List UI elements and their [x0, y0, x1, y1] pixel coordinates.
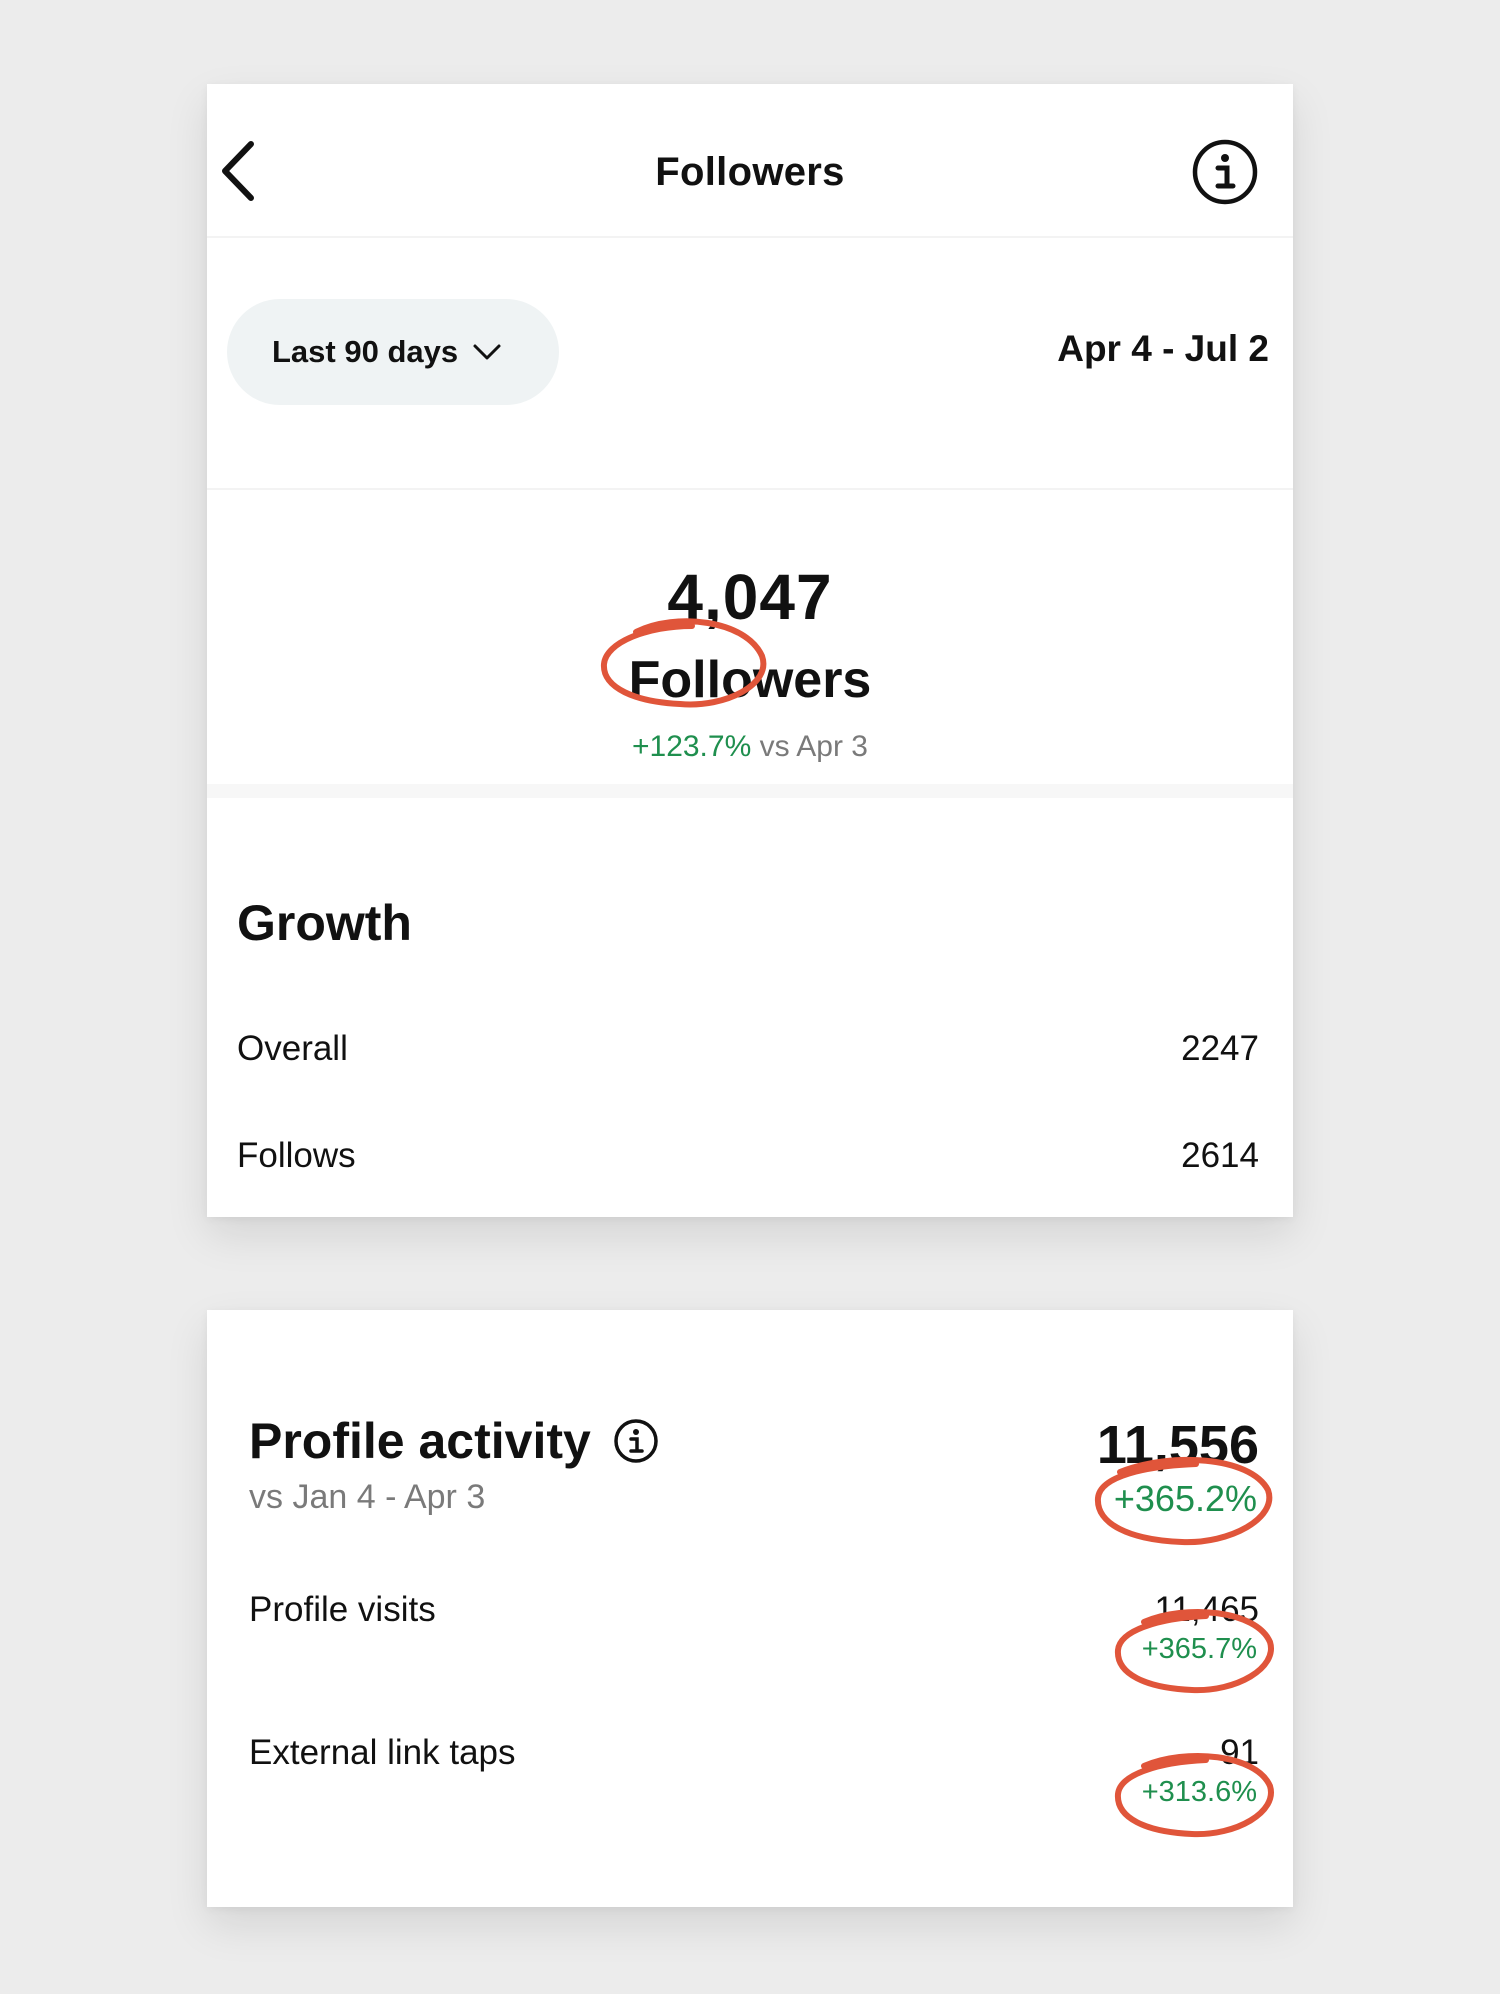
- follower-count: 4,047: [667, 561, 833, 633]
- followers-card: Followers Last 90 days Apr 4 - Jul 2 4,0…: [207, 84, 1293, 1217]
- profile-activity-card: Profile activity vs Jan 4 - Apr 3 11,556…: [207, 1310, 1293, 1907]
- follower-compare: vs Apr 3: [759, 730, 868, 763]
- growth-row-label: Follows: [237, 1136, 356, 1175]
- follower-delta-line: +123.7% vs Apr 3: [207, 730, 1293, 764]
- growth-row-overall: Overall 2247: [237, 1029, 1259, 1069]
- profile-visits-delta: +365.7%: [1141, 1633, 1257, 1665]
- growth-row-value: 2247: [1181, 1029, 1259, 1068]
- filter-row: Last 90 days Apr 4 - Jul 2: [207, 238, 1293, 490]
- chevron-down-icon: [473, 344, 501, 360]
- external-link-taps-label: External link taps: [249, 1733, 516, 1772]
- profile-activity-subtitle: vs Jan 4 - Apr 3: [249, 1478, 486, 1516]
- follower-delta: +123.7%: [631, 730, 752, 763]
- header: Followers: [207, 84, 1293, 238]
- info-icon: [1192, 139, 1258, 205]
- follower-count-label: Followers: [628, 651, 872, 709]
- date-range-text: Apr 4 - Jul 2: [1057, 328, 1269, 369]
- info-icon[interactable]: [613, 1418, 659, 1464]
- profile-activity-title: Profile activity: [249, 1413, 591, 1469]
- external-link-taps-delta: +313.6%: [1141, 1776, 1257, 1808]
- page-title: Followers: [655, 150, 845, 194]
- date-range-dropdown-label: Last 90 days: [272, 334, 459, 369]
- back-button[interactable]: [213, 136, 273, 206]
- external-link-taps-value: 91: [1220, 1733, 1259, 1772]
- profile-activity-total-delta: +365.2%: [1113, 1478, 1257, 1519]
- growth-title: Growth: [237, 895, 412, 951]
- profile-activity-header: Profile activity: [249, 1412, 659, 1470]
- profile-activity-total: 11,556: [1096, 1415, 1259, 1475]
- profile-visits-label: Profile visits: [249, 1590, 436, 1629]
- growth-row-label: Overall: [237, 1029, 348, 1068]
- profile-visits-value: 11,465: [1154, 1590, 1259, 1629]
- date-range-dropdown[interactable]: Last 90 days: [227, 299, 559, 405]
- growth-row-value: 2614: [1181, 1136, 1259, 1175]
- growth-row-follows: Follows 2614: [237, 1136, 1259, 1176]
- chevron-left-icon: [222, 141, 254, 201]
- info-button[interactable]: [1191, 138, 1259, 206]
- followers-summary: 4,047 Followers +123.7% vs Apr 3: [207, 490, 1293, 884]
- section-divider: [207, 784, 1293, 798]
